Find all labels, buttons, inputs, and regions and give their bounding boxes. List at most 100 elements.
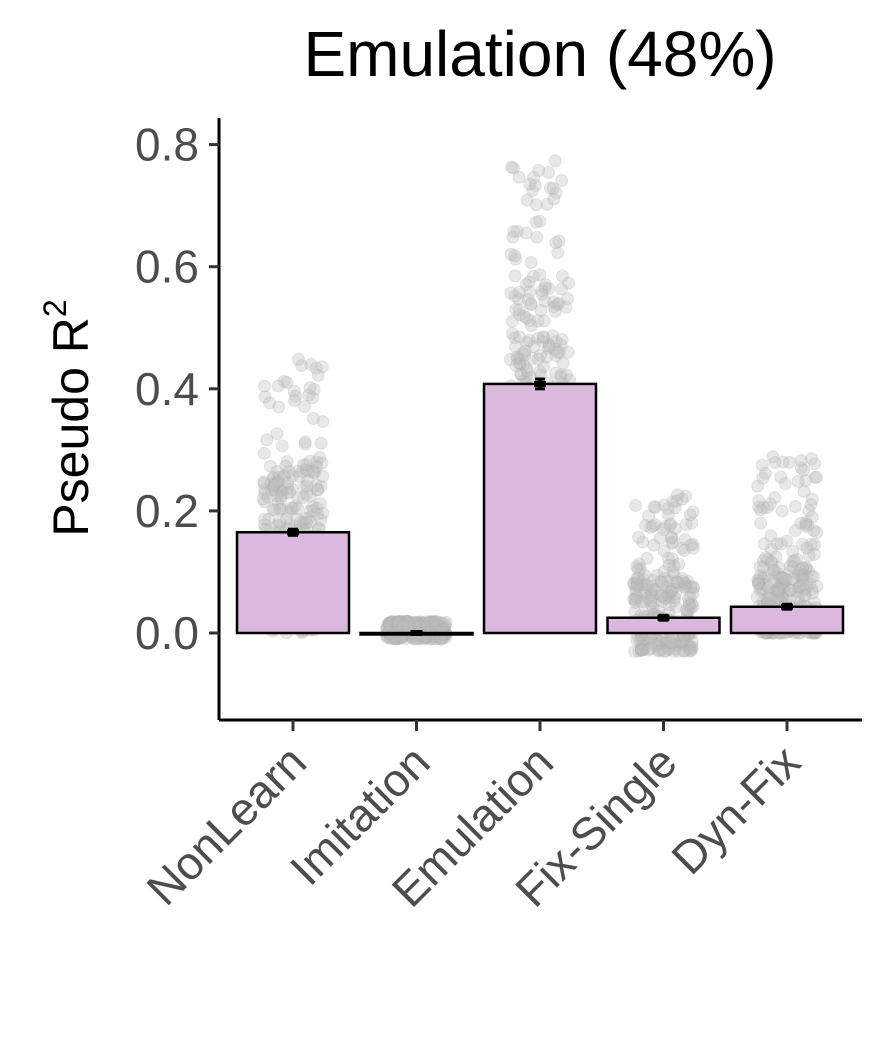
- data-point: [657, 644, 671, 658]
- data-point: [762, 581, 776, 595]
- data-point: [796, 578, 810, 592]
- data-point: [686, 580, 700, 594]
- data-point: [279, 459, 293, 473]
- data-point: [674, 635, 688, 649]
- data-point: [426, 616, 440, 630]
- data-point: [637, 634, 651, 648]
- data-point: [311, 483, 325, 497]
- data-point: [270, 465, 284, 479]
- data-point: [413, 616, 427, 630]
- data-point: [517, 348, 531, 362]
- data-point: [671, 639, 685, 653]
- data-point: [422, 616, 436, 630]
- data-point: [686, 505, 700, 519]
- data-point: [555, 332, 569, 346]
- data-point: [405, 616, 419, 630]
- data-point: [772, 570, 786, 584]
- data-point: [513, 352, 527, 366]
- data-point: [647, 573, 661, 587]
- data-point: [772, 583, 786, 597]
- data-point: [257, 476, 271, 490]
- data-point: [513, 330, 527, 344]
- data-point: [631, 530, 645, 544]
- data-point: [268, 503, 282, 517]
- data-point: [527, 340, 541, 354]
- data-point: [682, 642, 696, 656]
- data-point: [529, 215, 543, 229]
- data-point: [635, 643, 649, 657]
- data-point: [662, 558, 676, 572]
- data-point: [303, 381, 317, 395]
- data-point: [653, 635, 667, 649]
- data-point: [772, 584, 786, 598]
- data-point: [512, 170, 526, 184]
- data-point: [754, 569, 768, 583]
- data-point: [384, 617, 398, 631]
- data-point: [512, 285, 526, 299]
- data-point: [313, 497, 327, 511]
- data-point: [285, 482, 299, 496]
- data-point: [258, 487, 272, 501]
- data-point: [629, 583, 643, 597]
- data-point: [630, 560, 644, 574]
- data-point: [539, 350, 553, 364]
- data-point: [665, 583, 679, 597]
- data-point: [807, 569, 821, 583]
- mean-marker: [657, 614, 670, 621]
- data-point: [549, 349, 563, 363]
- data-point: [672, 644, 686, 658]
- data-point: [668, 587, 682, 601]
- data-point: [785, 572, 799, 586]
- data-point: [799, 581, 813, 595]
- data-point: [299, 458, 313, 472]
- data-point: [508, 331, 522, 345]
- data-point: [389, 618, 403, 632]
- data-point: [775, 571, 789, 585]
- data-point: [777, 575, 791, 589]
- data-point: [304, 504, 318, 518]
- mean-marker: [287, 529, 299, 536]
- data-point: [308, 465, 322, 479]
- bar-nonlearn: [235, 531, 351, 635]
- data-point: [552, 296, 566, 310]
- data-point: [279, 512, 293, 526]
- data-point: [535, 284, 549, 298]
- data-point: [634, 635, 648, 649]
- data-point: [630, 591, 644, 605]
- data-point: [517, 358, 531, 372]
- data-point: [774, 578, 788, 592]
- data-point: [538, 294, 552, 308]
- data-point: [648, 501, 662, 515]
- data-point: [632, 644, 646, 658]
- data-point: [531, 331, 545, 345]
- data-point: [799, 519, 813, 533]
- data-point: [417, 618, 431, 632]
- data-point: [645, 579, 659, 593]
- data-point: [258, 390, 272, 404]
- data-point: [647, 500, 661, 514]
- data-point: [388, 618, 402, 632]
- data-point: [757, 571, 771, 585]
- data-point: [290, 512, 304, 526]
- data-point: [774, 537, 788, 551]
- data-point: [257, 475, 271, 489]
- data-point: [627, 577, 641, 591]
- data-point: [298, 437, 312, 451]
- data-point: [679, 518, 693, 532]
- data-point: [794, 571, 808, 585]
- data-point: [632, 557, 646, 571]
- data-point: [772, 561, 786, 575]
- data-point: [409, 615, 423, 629]
- data-point: [551, 345, 565, 359]
- data-point: [627, 644, 641, 658]
- data-point: [683, 508, 697, 522]
- data-point: [533, 365, 547, 379]
- data-point: [753, 583, 767, 597]
- data-point: [627, 576, 641, 590]
- data-point: [396, 618, 410, 632]
- data-point: [793, 563, 807, 577]
- data-point: [522, 275, 536, 289]
- data-point: [752, 500, 766, 514]
- data-point: [547, 295, 561, 309]
- data-point: [791, 591, 805, 605]
